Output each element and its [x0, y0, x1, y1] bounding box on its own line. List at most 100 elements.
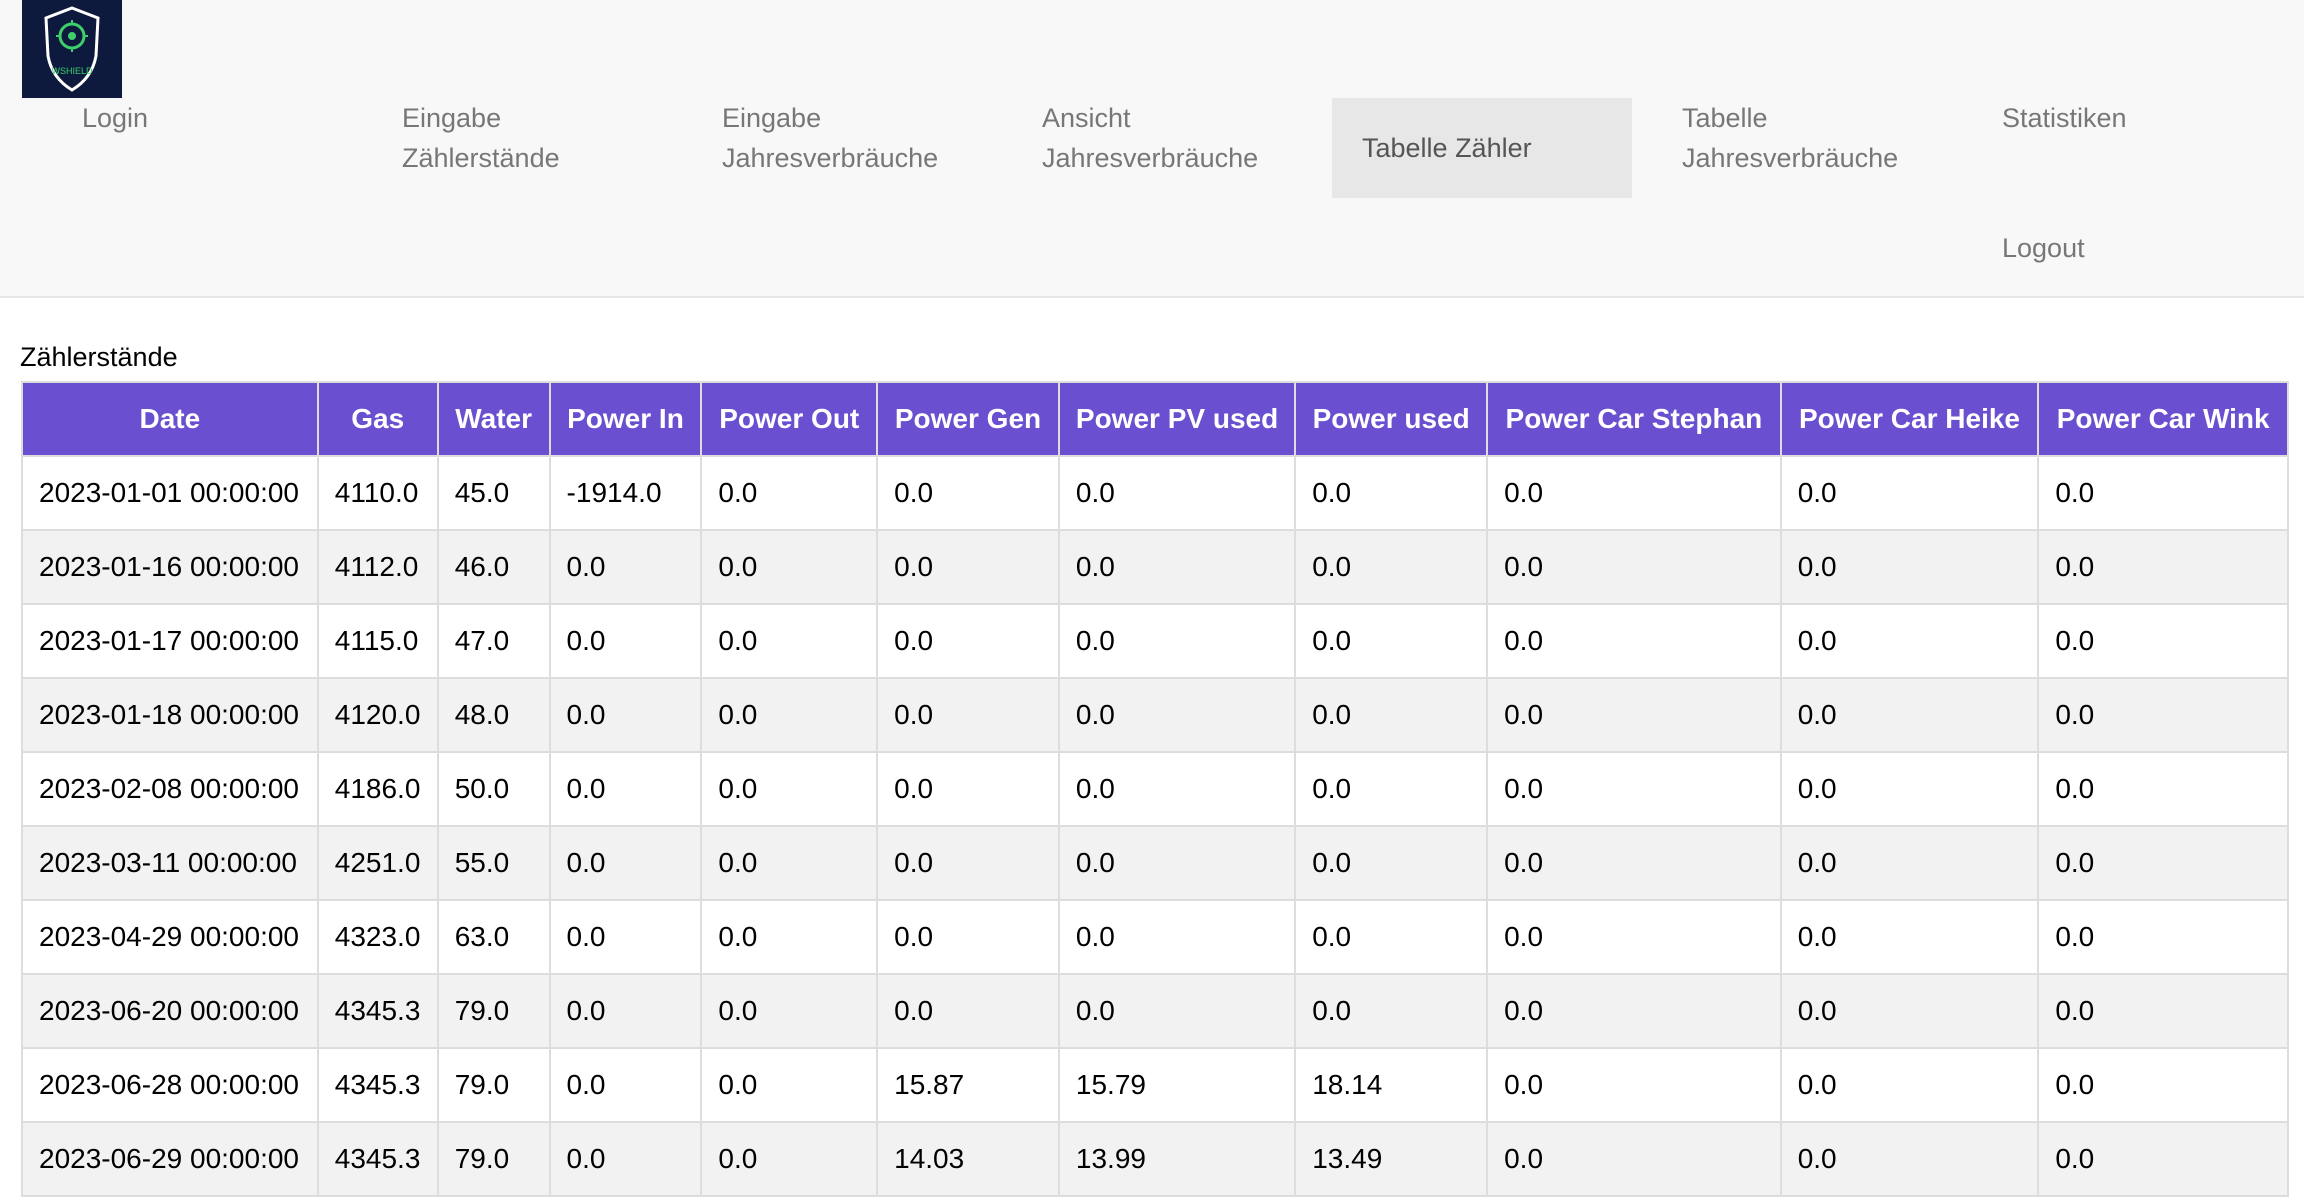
table-cell: 0.0 — [1779, 1047, 2040, 1123]
table-row: 2023-01-01 00:00:00 4110.0 45.0 -1914.0 0.0 0… — [21, 455, 2289, 531]
table-cell: -1914.0 — [548, 455, 703, 531]
table-cell: 0.0 — [2037, 455, 2289, 531]
table-cell: 4120.0 — [316, 677, 439, 753]
column-header: Power Gen — [876, 381, 1060, 457]
logo[interactable]: WSHIELD — [22, 0, 122, 98]
table-cell: 15.87 — [876, 1047, 1060, 1123]
table-cell: 4251.0 — [316, 825, 439, 901]
table-cell: 0.0 — [1486, 973, 1782, 1049]
table-cell: 0.0 — [1294, 529, 1489, 605]
nav-statistiken-label: Statistiken — [2002, 103, 2127, 133]
table-cell: 2023-06-29 00:00:00 — [21, 1121, 319, 1197]
table-cell: 63.0 — [436, 899, 551, 975]
table-cell: 0.0 — [1294, 677, 1489, 753]
table-cell: 0.0 — [1779, 455, 2040, 531]
table-cell: 0.0 — [1294, 825, 1489, 901]
column-header: Power Car Wink — [2037, 381, 2289, 457]
table-cell: 0.0 — [548, 899, 703, 975]
column-header: Power Car Heike — [1779, 381, 2040, 457]
table-cell: 0.0 — [1057, 973, 1297, 1049]
table-cell: 0.0 — [876, 825, 1060, 901]
table-cell: 0.0 — [1779, 973, 2040, 1049]
table-cell: 0.0 — [548, 1121, 703, 1197]
table-cell: 0.0 — [1294, 751, 1489, 827]
nav-tabelle-zaehler[interactable]: Tabelle Zähler — [1332, 98, 1632, 198]
table-cell: 0.0 — [1294, 899, 1489, 975]
table-cell: 2023-01-18 00:00:00 — [21, 677, 319, 753]
table-cell: 46.0 — [436, 529, 551, 605]
nav-label-line2: Jahresverbräuche — [1682, 143, 1899, 173]
table-cell: 0.0 — [700, 1047, 879, 1123]
table-cell: 0.0 — [700, 1121, 879, 1197]
table-cell: 0.0 — [2037, 677, 2289, 753]
table-row: 2023-03-11 00:00:00 4251.0 55.0 0.0 0.0 0.0 0.… — [21, 825, 2289, 901]
table-cell: 0.0 — [548, 973, 703, 1049]
table-cell: 0.0 — [700, 973, 879, 1049]
table-cell: 0.0 — [2037, 973, 2289, 1049]
table-cell: 2023-06-28 00:00:00 — [21, 1047, 319, 1123]
nav-label-line2: Jahresverbräuche — [1042, 143, 1259, 173]
nav-statistiken[interactable]: Statistiken — [2002, 98, 2127, 138]
nav-label-line1: Tabelle — [1682, 103, 1768, 133]
nav-logout-label: Logout — [2002, 233, 2085, 263]
table-cell: 0.0 — [2037, 899, 2289, 975]
table-cell: 2023-01-17 00:00:00 — [21, 603, 319, 679]
table-cell: 13.49 — [1294, 1121, 1489, 1197]
table-cell: 4110.0 — [316, 455, 439, 531]
table-cell: 0.0 — [1057, 455, 1297, 531]
table-row: 2023-04-29 00:00:00 4323.0 63.0 0.0 0.0 0.0 0.… — [21, 899, 2289, 975]
table-row: 2023-01-16 00:00:00 4112.0 46.0 0.0 0.0 0.0 0.… — [21, 529, 2289, 605]
nav-label-line1: Ansicht — [1042, 103, 1131, 133]
nav-tabelle-jahresverbraeuche[interactable]: Tabelle Jahresverbräuche — [1682, 98, 1898, 178]
table-cell: 0.0 — [548, 677, 703, 753]
nav-login-label: Login — [82, 103, 149, 133]
table-cell: 2023-01-16 00:00:00 — [21, 529, 319, 605]
table-cell: 0.0 — [2037, 751, 2289, 827]
table-cell: 0.0 — [700, 677, 879, 753]
table-cell: 79.0 — [436, 973, 551, 1049]
table-cell: 0.0 — [876, 677, 1060, 753]
column-header: Power used — [1294, 381, 1489, 457]
nav-logout[interactable]: Logout — [2002, 228, 2085, 268]
table-header-row: Date Gas Water Power In Power Out Power … — [21, 381, 2289, 457]
table-cell: 0.0 — [1057, 677, 1297, 753]
table-cell: 0.0 — [1486, 455, 1782, 531]
table-cell: 0.0 — [548, 529, 703, 605]
table-cell: 0.0 — [2037, 1121, 2289, 1197]
table-cell: 0.0 — [700, 529, 879, 605]
nav-ansicht-jahresverbraeuche[interactable]: Ansicht Jahresverbräuche — [1042, 98, 1258, 178]
nav-label-line1: Eingabe — [722, 103, 822, 133]
navbar: WSHIELD Login Eingabe Zählerstände Einga… — [0, 0, 2304, 298]
table-cell: 2023-01-01 00:00:00 — [21, 455, 319, 531]
nav-label-line2: Zählerstände — [402, 143, 560, 173]
table-cell: 4345.3 — [316, 1121, 439, 1197]
nav-login[interactable]: Login — [82, 98, 148, 138]
table-cell: 0.0 — [1486, 1121, 1782, 1197]
table-cell: 50.0 — [436, 751, 551, 827]
table-cell: 0.0 — [1486, 899, 1782, 975]
nav-label-line1: Eingabe — [402, 103, 502, 133]
nav-eingabe-zaehlerstaende[interactable]: Eingabe Zählerstände — [402, 98, 560, 178]
table-cell: 4345.3 — [316, 973, 439, 1049]
table-cell: 0.0 — [700, 751, 879, 827]
table-row: 2023-06-28 00:00:00 4345.3 79.0 0.0 0.0 15.87… — [21, 1047, 2289, 1123]
table-cell: 0.0 — [1486, 603, 1782, 679]
nav-eingabe-jahresverbraeuche[interactable]: Eingabe Jahresverbräuche — [722, 98, 938, 178]
column-header: Water — [436, 381, 551, 457]
table-cell: 79.0 — [436, 1121, 551, 1197]
column-header: Power In — [548, 381, 703, 457]
table-cell: 55.0 — [436, 825, 551, 901]
table-cell: 13.99 — [1057, 1121, 1297, 1197]
column-header: Power Car Stephan — [1486, 381, 1782, 457]
table-cell: 47.0 — [436, 603, 551, 679]
table-cell: 45.0 — [436, 455, 551, 531]
table-cell: 0.0 — [1486, 1047, 1782, 1123]
table-cell: 0.0 — [2037, 529, 2289, 605]
table-cell: 0.0 — [1057, 825, 1297, 901]
table-cell: 0.0 — [1057, 529, 1297, 605]
table-cell: 0.0 — [876, 899, 1060, 975]
table-cell: 0.0 — [2037, 1047, 2289, 1123]
table-row: 2023-01-18 00:00:00 4120.0 48.0 0.0 0.0 0.0 0.… — [21, 677, 2289, 753]
table-cell: 4345.3 — [316, 1047, 439, 1123]
shield-logo-icon: WSHIELD — [44, 6, 100, 92]
